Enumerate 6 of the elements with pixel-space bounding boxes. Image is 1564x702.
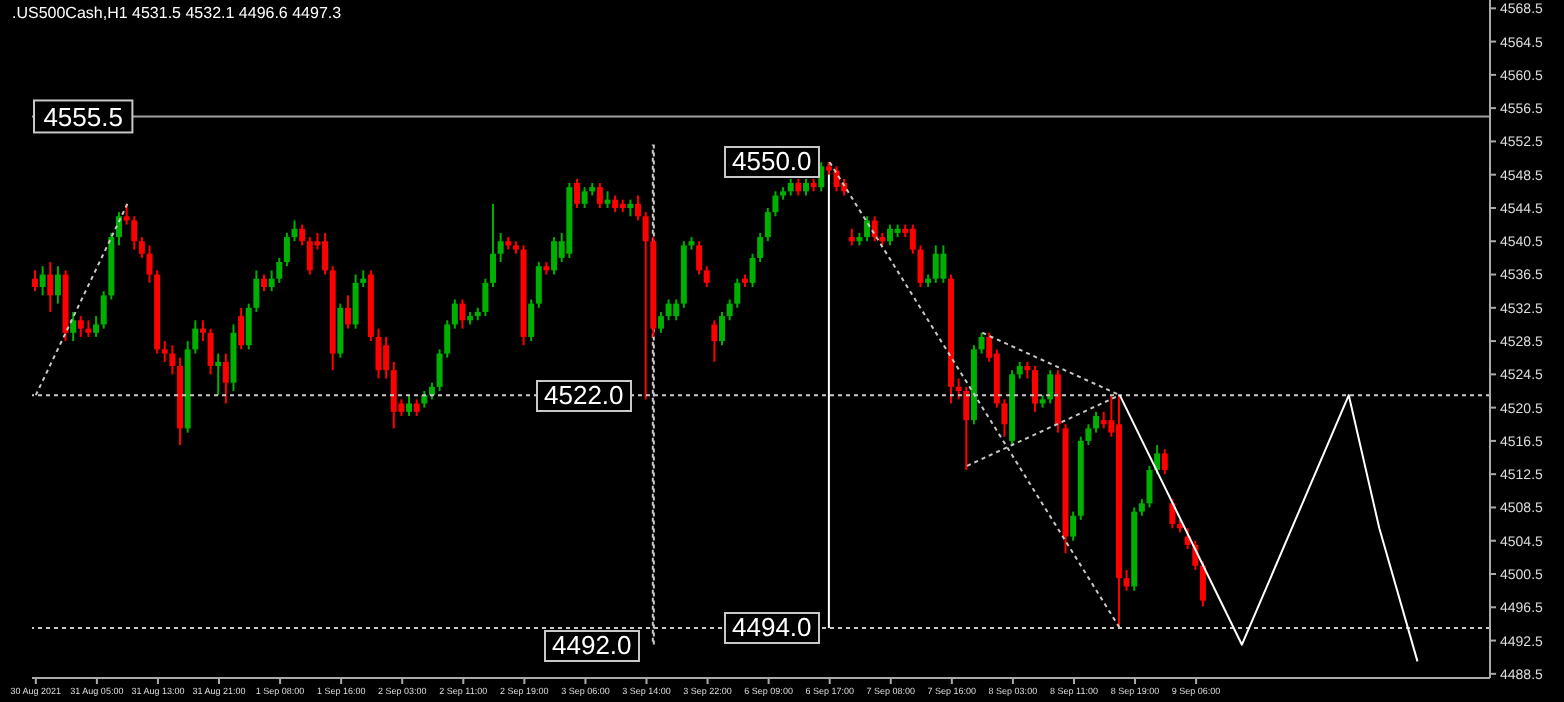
ref-line-label: 4555.5 — [43, 102, 123, 133]
annotation: 4522.0 — [536, 380, 632, 412]
annotation: 4492.0 — [544, 630, 640, 662]
chart-title: .US500Cash,H1 4531.5 4532.1 4496.6 4497.3 — [12, 4, 342, 22]
annotation: 4550.0 — [724, 146, 820, 178]
annotation: 4494.0 — [724, 612, 820, 644]
